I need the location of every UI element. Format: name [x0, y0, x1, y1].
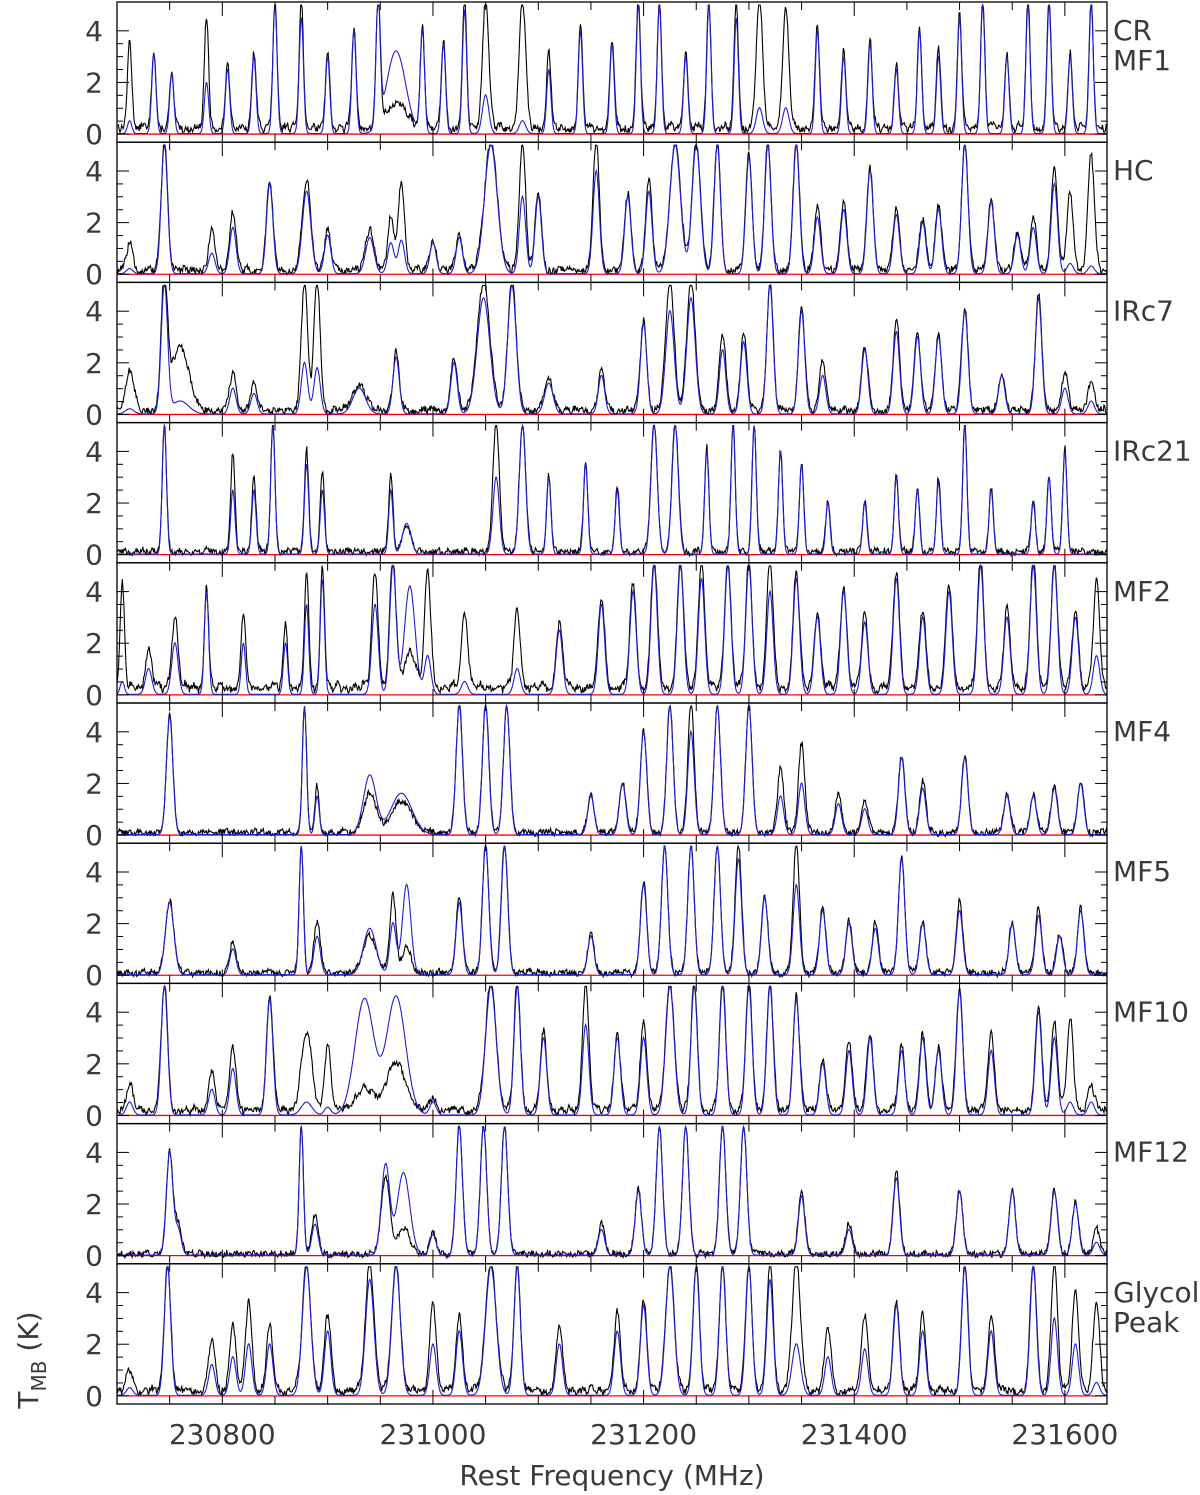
panel-label: MF2: [1113, 575, 1171, 608]
x-axis-title: Rest Frequency (MHz): [459, 1459, 764, 1492]
model-spectrum-line: [117, 1264, 1107, 1396]
model-spectrum-line: [117, 143, 1107, 275]
y-tick-label: 0: [85, 959, 103, 992]
panel-plot-area: [117, 283, 1107, 417]
y-tick-label: 2: [85, 1048, 103, 1081]
panel-plot-area: [117, 1264, 1107, 1398]
spectrum-panel: 0 2 4 IRc21: [85, 421, 1192, 572]
y-tick-label: 0: [85, 1380, 103, 1413]
panel-label: CR: [1113, 14, 1152, 47]
panel-frame: [116, 141, 1108, 284]
panel-frame: [116, 421, 1108, 564]
panel-label: MF1: [1113, 44, 1171, 77]
panel-frame: [116, 562, 1108, 704]
model-spectrum-line: [117, 4, 1107, 135]
spectrum-panel: 0 2 4 HC: [85, 141, 1154, 291]
y-tick-label: 2: [85, 207, 103, 240]
y-tick-label: 0: [85, 398, 103, 431]
spectrum-panel: 0 2 4 MF2: [85, 562, 1171, 712]
observed-spectrum-line: [117, 565, 1107, 695]
spectrum-panel: 0 2 4 MF5: [85, 842, 1171, 992]
panel-plot-area: [117, 423, 1107, 558]
model-spectrum-line: [117, 283, 1107, 415]
y-tick-label: 4: [85, 1277, 103, 1310]
model-spectrum-line: [117, 563, 1107, 695]
y-axis-title-unit: (K): [12, 1311, 45, 1360]
panel-label: IRc21: [1113, 435, 1192, 468]
y-tick-label: 4: [85, 1136, 103, 1169]
observed-spectrum-line: [117, 1265, 1107, 1398]
panel-label: Glycol: [1113, 1276, 1199, 1309]
spectrum-panel: 0 2 4 IRc7: [85, 281, 1174, 431]
svg-text:TMB (K): TMB (K): [12, 1311, 51, 1409]
panel-label: MF4: [1113, 715, 1171, 748]
panel-plot-area: [117, 844, 1107, 979]
y-tick-label: 2: [85, 487, 103, 520]
y-tick-label: 2: [85, 627, 103, 660]
panel-plot-area: [117, 3, 1107, 135]
panel-label: Peak: [1113, 1306, 1180, 1339]
y-tick-label: 0: [85, 819, 103, 852]
y-tick-label: 0: [85, 679, 103, 712]
y-tick-label: 0: [85, 118, 103, 151]
x-tick-label: 231000: [380, 1418, 487, 1451]
panel-label: HC: [1113, 154, 1154, 187]
y-tick-label: 4: [85, 295, 103, 328]
panel-plot-area: [117, 984, 1107, 1118]
y-tick-label: 0: [85, 539, 103, 572]
panel-label: IRc7: [1113, 294, 1174, 327]
panel-label: MF5: [1113, 855, 1171, 888]
model-spectrum-line: [117, 423, 1107, 555]
observed-spectrum-line: [117, 703, 1107, 838]
y-axis-title-subscript: MB: [27, 1361, 51, 1392]
panel-frame: [116, 1263, 1108, 1405]
y-tick-label: 0: [85, 1240, 103, 1273]
panel-plot-area: [117, 563, 1107, 696]
panel-plot-area: [117, 143, 1107, 277]
y-tick-label: 2: [85, 1328, 103, 1361]
observed-spectrum-line: [117, 423, 1107, 558]
x-tick-label: 231200: [590, 1418, 697, 1451]
x-axis: 230800 231000 231200 231400 231600: [169, 1418, 1118, 1451]
y-tick-label: 4: [85, 856, 103, 889]
panel-label: MF12: [1113, 1136, 1189, 1169]
model-spectrum-line: [117, 1124, 1107, 1256]
spectrum-panel: 0 2 4 MF10: [85, 982, 1189, 1132]
model-spectrum-line: [117, 984, 1107, 1116]
y-tick-label: 2: [85, 908, 103, 941]
y-tick-label: 4: [85, 716, 103, 749]
panel-label: MF10: [1113, 995, 1189, 1028]
y-tick-label: 0: [85, 1099, 103, 1132]
y-axis-title: TMB (K): [12, 1311, 51, 1409]
y-tick-label: 2: [85, 347, 103, 380]
y-tick-label: 4: [85, 15, 103, 48]
spectrum-panel: 0 2 4 MF12: [85, 1122, 1189, 1273]
x-tick-label: 231600: [1011, 1418, 1118, 1451]
y-axis-title-symbol: T: [12, 1391, 45, 1410]
y-tick-label: 4: [85, 996, 103, 1029]
observed-spectrum-line: [117, 144, 1107, 277]
y-tick-label: 4: [85, 435, 103, 468]
model-spectrum-line: [117, 703, 1107, 836]
y-tick-label: 2: [85, 1188, 103, 1221]
y-tick-label: 2: [85, 66, 103, 99]
panel-plot-area: [117, 1124, 1107, 1260]
x-tick-label: 231400: [801, 1418, 908, 1451]
model-spectrum-line: [117, 844, 1107, 976]
y-tick-label: 4: [85, 155, 103, 188]
observed-spectrum-line: [117, 844, 1107, 979]
panel-plot-area: [117, 703, 1107, 838]
y-tick-label: 0: [85, 258, 103, 291]
spectrum-panel: 0 2 4 MF4: [85, 702, 1171, 852]
x-tick-label: 230800: [169, 1418, 276, 1451]
y-tick-label: 4: [85, 576, 103, 609]
y-tick-label: 2: [85, 767, 103, 800]
